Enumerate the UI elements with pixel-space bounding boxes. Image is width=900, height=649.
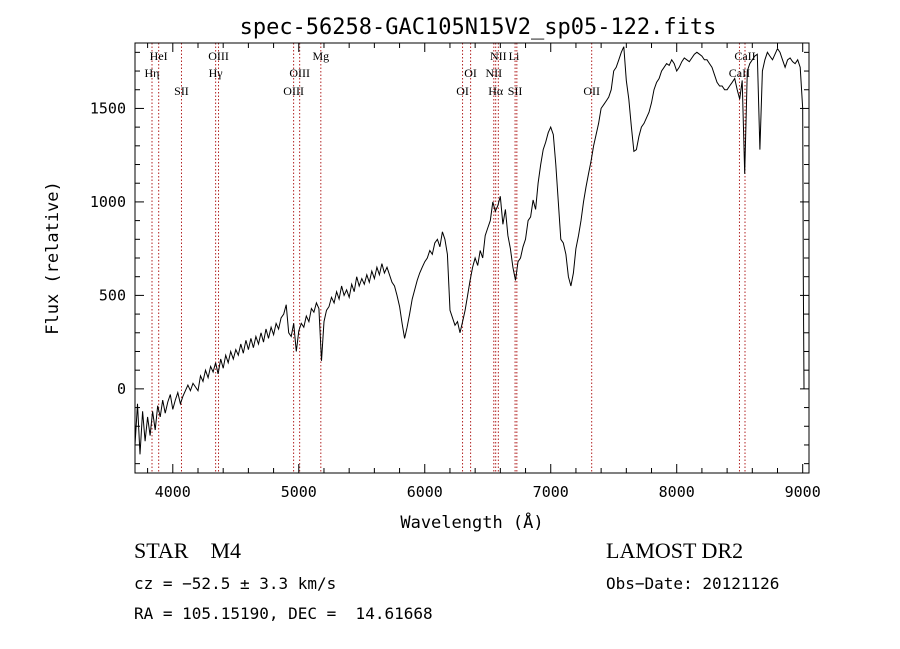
object-class-text: STAR M4 <box>134 538 242 563</box>
line-label: Li <box>509 49 520 63</box>
x-tick-label: 8000 <box>659 483 695 501</box>
line-label: OI <box>456 84 469 98</box>
x-axis-label: Wavelength (Å) <box>400 511 543 533</box>
line-label: Mg <box>312 49 329 63</box>
x-axis: 4000 5000 6000 7000 8000 9000 <box>147 43 821 501</box>
survey-name-text: LAMOST DR2 <box>606 538 744 563</box>
line-label: Hα <box>488 84 504 98</box>
line-label: Hη <box>145 66 160 80</box>
line-label: SII <box>508 84 523 98</box>
x-tick-label: 7000 <box>533 483 569 501</box>
coordinates-text: RA = 105.15190, DEC = 14.61668 <box>134 604 433 623</box>
y-axis-label: Flux (relative) <box>43 181 63 335</box>
emission-line-marks <box>151 43 746 473</box>
spectrum-chart: spec-56258-GAC105N15V2_sp05-122.fits HeI… <box>43 15 821 533</box>
plot-frame <box>134 42 810 474</box>
x-tick-label: 9000 <box>785 483 821 501</box>
line-label: OIII <box>208 49 229 63</box>
y-tick-label: 500 <box>99 286 126 304</box>
redshift-velocity-text: cz = −52.5 ± 3.3 km/s <box>134 574 337 593</box>
line-label: SII <box>174 84 189 98</box>
line-label: OI <box>464 66 477 80</box>
y-tick-label: 0 <box>117 380 126 398</box>
x-tick-label: 5000 <box>281 483 317 501</box>
chart-title: spec-56258-GAC105N15V2_sp05-122.fits <box>240 15 717 40</box>
observation-date-text: Obs−Date: 20121126 <box>606 574 780 593</box>
line-label: NII <box>490 49 507 63</box>
y-axis: 0 500 1000 1500 <box>90 51 809 465</box>
line-label: OII <box>583 84 600 98</box>
flux-series-line <box>134 46 805 455</box>
line-label: OIII <box>289 66 310 80</box>
x-tick-label: 4000 <box>155 483 191 501</box>
line-label: Hγ <box>209 66 224 80</box>
line-label: NII <box>485 66 502 80</box>
y-tick-label: 1000 <box>90 193 126 211</box>
y-tick-label: 1500 <box>90 99 126 117</box>
line-label: CaII <box>729 66 750 80</box>
line-label: OIII <box>283 84 304 98</box>
x-tick-label: 6000 <box>407 483 443 501</box>
line-label: CaII <box>734 49 755 63</box>
line-label: HeI <box>150 49 168 63</box>
